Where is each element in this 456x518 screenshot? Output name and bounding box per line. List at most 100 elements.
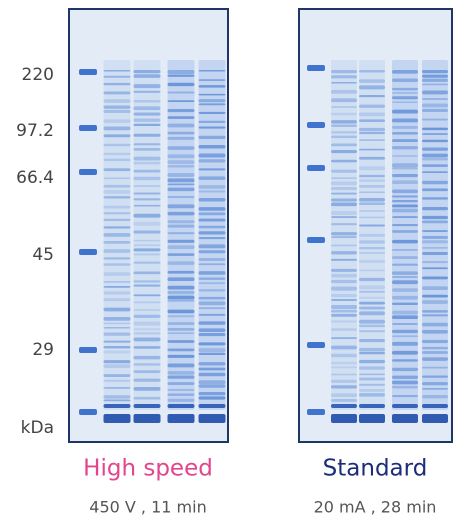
band [199,231,226,234]
band [331,305,357,309]
band [359,360,385,363]
band [392,96,418,99]
band [168,253,195,256]
band [199,244,226,248]
band [168,375,195,378]
band [359,297,385,299]
band [104,91,131,94]
band [199,392,226,395]
band [134,397,161,400]
band [359,132,385,134]
band [331,223,357,225]
band [307,122,325,128]
band [104,177,131,179]
band [359,252,385,254]
band [199,348,226,352]
gel-condition: 450 V , 11 min [89,498,206,517]
band [359,85,385,89]
band [422,181,448,184]
band [422,230,448,232]
band [199,289,226,291]
band [134,148,161,151]
band [104,387,131,389]
band [168,160,195,164]
band [104,99,131,103]
band [134,106,161,110]
band [359,192,385,194]
band [168,286,195,290]
band [331,287,357,291]
band [199,159,226,162]
band [392,224,418,226]
band [199,121,226,123]
band [392,271,418,275]
band [168,154,195,158]
band [168,100,195,102]
band [359,366,385,369]
band [359,139,385,141]
band [168,109,195,112]
band [104,134,131,137]
band [331,280,357,283]
band [331,320,357,322]
band [168,132,195,135]
band [199,250,226,253]
band [392,92,418,94]
band [331,143,357,146]
band [134,244,161,246]
marker-label: 45 [32,245,54,265]
band [359,198,385,202]
band [331,75,357,78]
band [199,384,226,387]
band [392,395,418,397]
gel-condition: 20 mA , 28 min [314,498,437,517]
band [168,382,195,385]
band [168,70,195,74]
band [392,240,418,244]
band [134,414,161,423]
band [134,198,161,200]
band [168,300,195,302]
band [134,205,161,207]
band [104,351,131,354]
band [331,216,357,218]
band [422,109,448,112]
band [199,263,226,265]
band [199,70,226,72]
band [331,131,357,133]
band [422,261,448,263]
band [168,371,195,375]
band [307,165,325,171]
band [359,128,385,131]
band [392,359,418,361]
band [392,256,418,259]
band [199,342,226,345]
band [422,276,448,279]
band [331,120,357,123]
band [199,79,226,81]
band [199,282,226,284]
band [134,262,161,264]
band [331,337,357,339]
band [331,90,357,94]
band [199,328,226,332]
band [168,240,195,243]
band [331,203,357,207]
band [134,363,161,365]
band [104,317,131,321]
band [331,113,357,116]
band [359,247,385,249]
band [168,261,195,265]
gel-title: High speed [83,456,213,482]
band [134,100,161,102]
band [331,150,357,153]
band [104,341,131,343]
band [422,207,448,210]
band [104,249,131,253]
band [422,367,448,369]
band [199,226,226,228]
band [392,195,418,197]
band [359,270,385,272]
band [331,125,357,127]
band [199,314,226,316]
